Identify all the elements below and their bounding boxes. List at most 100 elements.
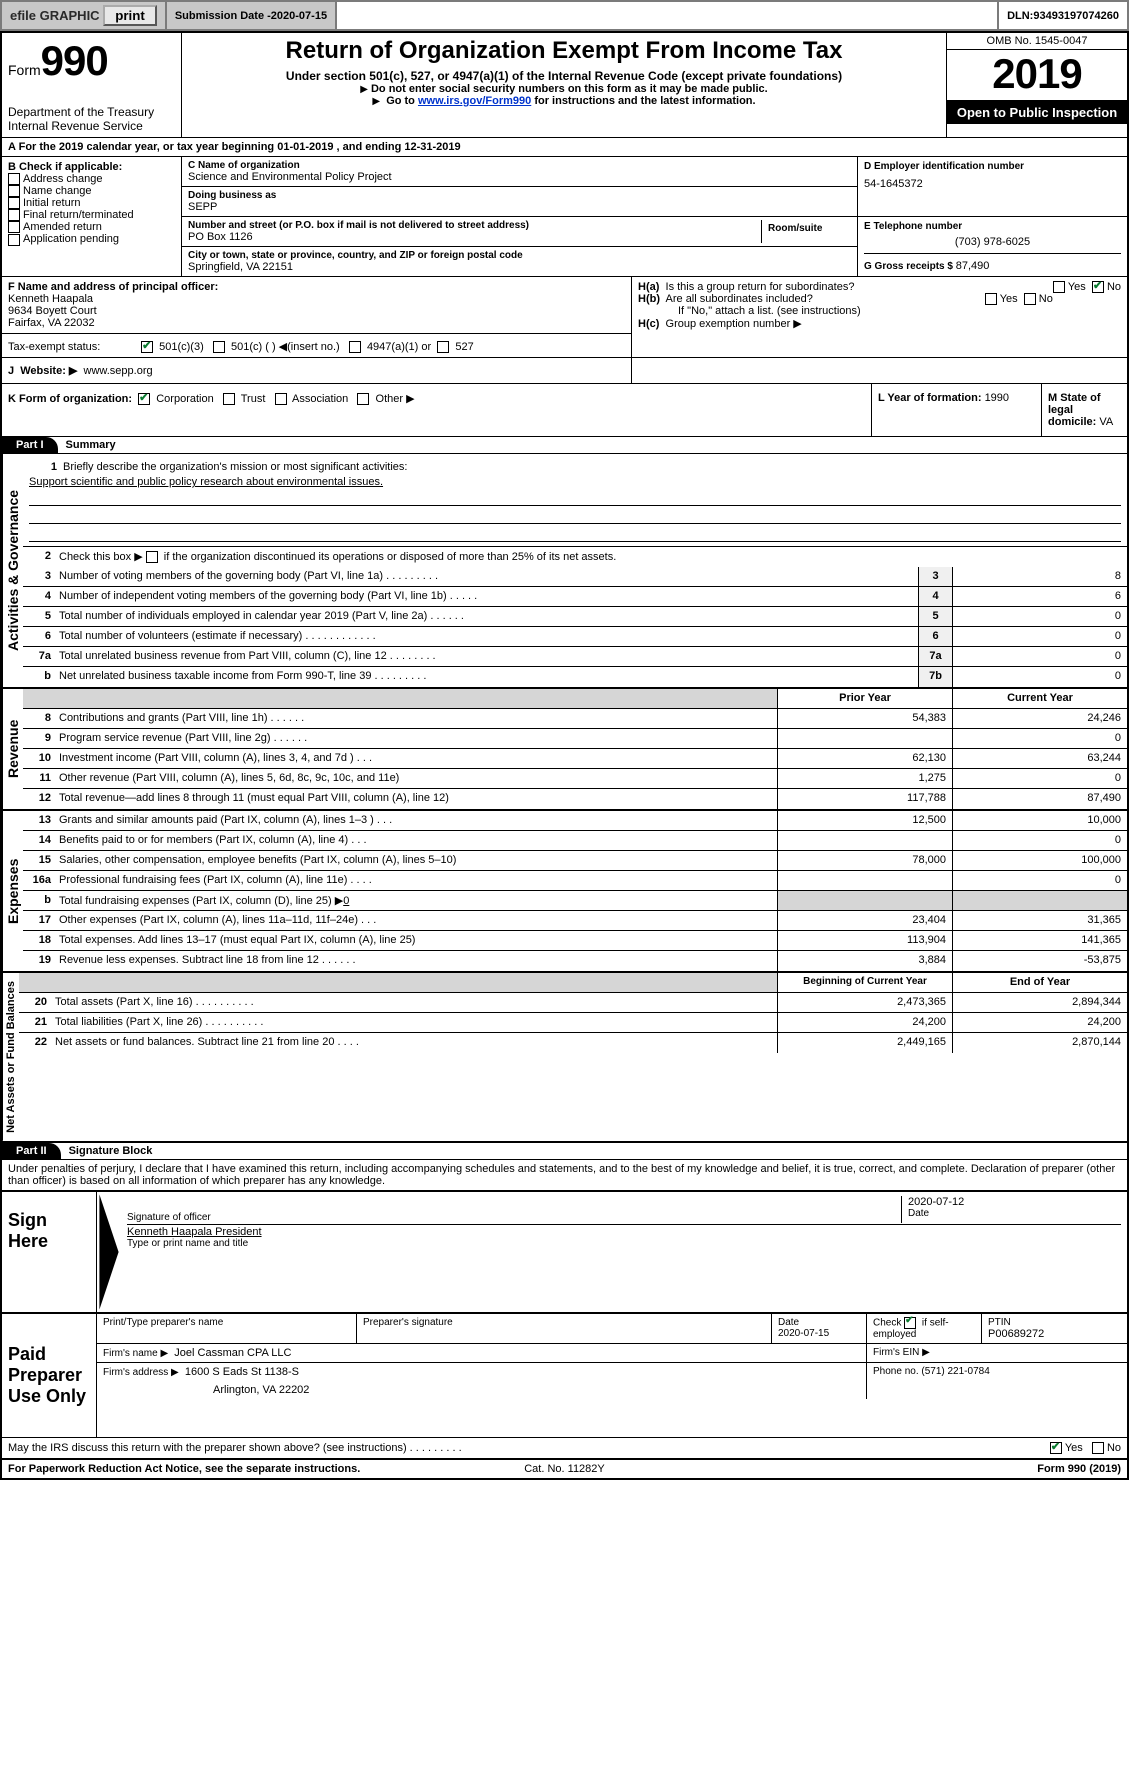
phone-label: E Telephone number xyxy=(864,221,1121,232)
tax-exempt-label: Tax-exempt status: xyxy=(8,341,138,353)
dba-label: Doing business as xyxy=(188,190,851,201)
checkbox-discuss-yes[interactable] xyxy=(1050,1442,1062,1454)
h-c-row: H(c) Group exemption number ▶ xyxy=(638,317,1121,330)
line-10: Investment income (Part VIII, column (A)… xyxy=(57,749,777,768)
checkbox-501c3[interactable] xyxy=(141,341,153,353)
line-18-curr: 141,365 xyxy=(952,931,1127,950)
h-a-row: H(a) Is this a group return for subordin… xyxy=(638,281,1121,293)
line-13: Grants and similar amounts paid (Part IX… xyxy=(57,811,777,830)
col-current-year: Current Year xyxy=(952,689,1127,708)
checkbox-ha-no[interactable] xyxy=(1092,281,1104,293)
line-2: Check this box ▶ if the organization dis… xyxy=(57,547,1127,567)
line-7a: Total unrelated business revenue from Pa… xyxy=(57,647,918,666)
checkbox-final-return[interactable] xyxy=(8,209,20,221)
line-12-curr: 87,490 xyxy=(952,789,1127,809)
irs-link[interactable]: www.irs.gov/Form990 xyxy=(418,95,531,107)
line-10-prior: 62,130 xyxy=(777,749,952,768)
checkbox-discuss-no[interactable] xyxy=(1092,1442,1104,1454)
state-domicile: M State of legal domicile: VA xyxy=(1042,384,1127,436)
dept-label: Department of the Treasury Internal Reve… xyxy=(8,105,175,133)
line-20-end: 2,894,344 xyxy=(952,993,1127,1012)
sign-here-label: Sign Here xyxy=(2,1192,97,1312)
line-18-prior: 113,904 xyxy=(777,931,952,950)
checkbox-address-change[interactable] xyxy=(8,173,20,185)
line-13-prior: 12,500 xyxy=(777,811,952,830)
line-19-curr: -53,875 xyxy=(952,951,1127,971)
checkbox-self-employed[interactable] xyxy=(904,1317,916,1329)
top-toolbar: efile GRAPHIC print Submission Date - 20… xyxy=(0,0,1129,31)
city-value: Springfield, VA 22151 xyxy=(188,261,851,273)
vert-expenses: Expenses xyxy=(2,811,23,971)
checkbox-hb-no[interactable] xyxy=(1024,293,1036,305)
line-11: Other revenue (Part VIII, column (A), li… xyxy=(57,769,777,788)
firm-ein-label: Firm's EIN ▶ xyxy=(867,1344,1127,1362)
vert-activities-governance: Activities & Governance xyxy=(2,454,23,687)
line-17-prior: 23,404 xyxy=(777,911,952,930)
signature-officer-label: Signature of officer xyxy=(127,1212,901,1223)
line-7b: Net unrelated business taxable income fr… xyxy=(57,667,918,687)
city-label: City or town, state or province, country… xyxy=(188,250,851,261)
part-2-header: Part IISignature Block xyxy=(2,1143,1127,1160)
ptin-label: PTIN xyxy=(988,1317,1121,1328)
checkbox-ha-yes[interactable] xyxy=(1053,281,1065,293)
checkbox-4947[interactable] xyxy=(349,341,361,353)
line-21-beg: 24,200 xyxy=(777,1013,952,1032)
gross-receipts-value: 87,490 xyxy=(956,260,990,272)
line-19-prior: 3,884 xyxy=(777,951,952,971)
checkbox-527[interactable] xyxy=(437,341,449,353)
col-prior-year: Prior Year xyxy=(777,689,952,708)
tax-year: 2019 xyxy=(947,50,1127,101)
line-7a-value: 0 xyxy=(952,647,1127,666)
line-6-value: 0 xyxy=(952,627,1127,646)
line-12: Total revenue—add lines 8 through 11 (mu… xyxy=(57,789,777,809)
preparer-date-label: Date xyxy=(778,1317,860,1328)
line-3: Number of voting members of the governin… xyxy=(57,567,918,586)
checkbox-501c[interactable] xyxy=(213,341,225,353)
part-1-header: Part ISummary xyxy=(2,437,1127,454)
checkbox-discontinued[interactable] xyxy=(146,551,158,563)
phone-value: (703) 978-6025 xyxy=(864,236,1121,248)
line-11-curr: 0 xyxy=(952,769,1127,788)
dba-value: SEPP xyxy=(188,201,851,213)
dln-cell: DLN: 93493197074260 xyxy=(999,2,1127,29)
form-header: Form990 Department of the Treasury Inter… xyxy=(2,33,1127,138)
paid-preparer-label: Paid Preparer Use Only xyxy=(2,1314,97,1437)
officer-city: Fairfax, VA 22032 xyxy=(8,317,625,329)
efile-label: efile GRAPHIC print xyxy=(2,2,167,29)
checkbox-corp[interactable] xyxy=(138,393,150,405)
line-a-tax-year: A For the 2019 calendar year, or tax yea… xyxy=(2,138,1127,157)
checkbox-name-change[interactable] xyxy=(8,185,20,197)
line-5: Total number of individuals employed in … xyxy=(57,607,918,626)
checkbox-trust[interactable] xyxy=(223,393,235,405)
line-11-prior: 1,275 xyxy=(777,769,952,788)
checkbox-hb-yes[interactable] xyxy=(985,293,997,305)
line-6: Total number of volunteers (estimate if … xyxy=(57,627,918,646)
line-8-curr: 24,246 xyxy=(952,709,1127,728)
line-9-prior xyxy=(777,729,952,748)
line-15: Salaries, other compensation, employee b… xyxy=(57,851,777,870)
checkbox-application-pending[interactable] xyxy=(8,234,20,246)
line-16b: Total fundraising expenses (Part IX, col… xyxy=(57,891,777,910)
line-7b-value: 0 xyxy=(952,667,1127,687)
line-22-beg: 2,449,165 xyxy=(777,1033,952,1053)
line-18: Total expenses. Add lines 13–17 (must eq… xyxy=(57,931,777,950)
org-name: Science and Environmental Policy Project xyxy=(188,171,851,183)
h-b-row: H(b) Are all subordinates included? Yes … xyxy=(638,293,1121,305)
line-14: Benefits paid to or for members (Part IX… xyxy=(57,831,777,850)
checkbox-initial-return[interactable] xyxy=(8,197,20,209)
ein-label: D Employer identification number xyxy=(864,161,1121,172)
line-13-curr: 10,000 xyxy=(952,811,1127,830)
checkbox-other[interactable] xyxy=(357,393,369,405)
print-button[interactable]: print xyxy=(103,5,157,26)
line-14-prior xyxy=(777,831,952,850)
note-instructions: Go to www.irs.gov/Form990 for instructio… xyxy=(188,95,940,107)
line-20: Total assets (Part X, line 16) . . . . .… xyxy=(53,993,777,1012)
form-subtitle: Under section 501(c), 527, or 4947(a)(1)… xyxy=(188,69,940,83)
checkbox-assoc[interactable] xyxy=(275,393,287,405)
perjury-statement: Under penalties of perjury, I declare th… xyxy=(2,1160,1127,1191)
line-16a-prior xyxy=(777,871,952,890)
line-3-value: 8 xyxy=(952,567,1127,586)
omb-number: OMB No. 1545-0047 xyxy=(947,33,1127,50)
checkbox-amended-return[interactable] xyxy=(8,221,20,233)
form-title: Return of Organization Exempt From Incom… xyxy=(188,37,940,65)
